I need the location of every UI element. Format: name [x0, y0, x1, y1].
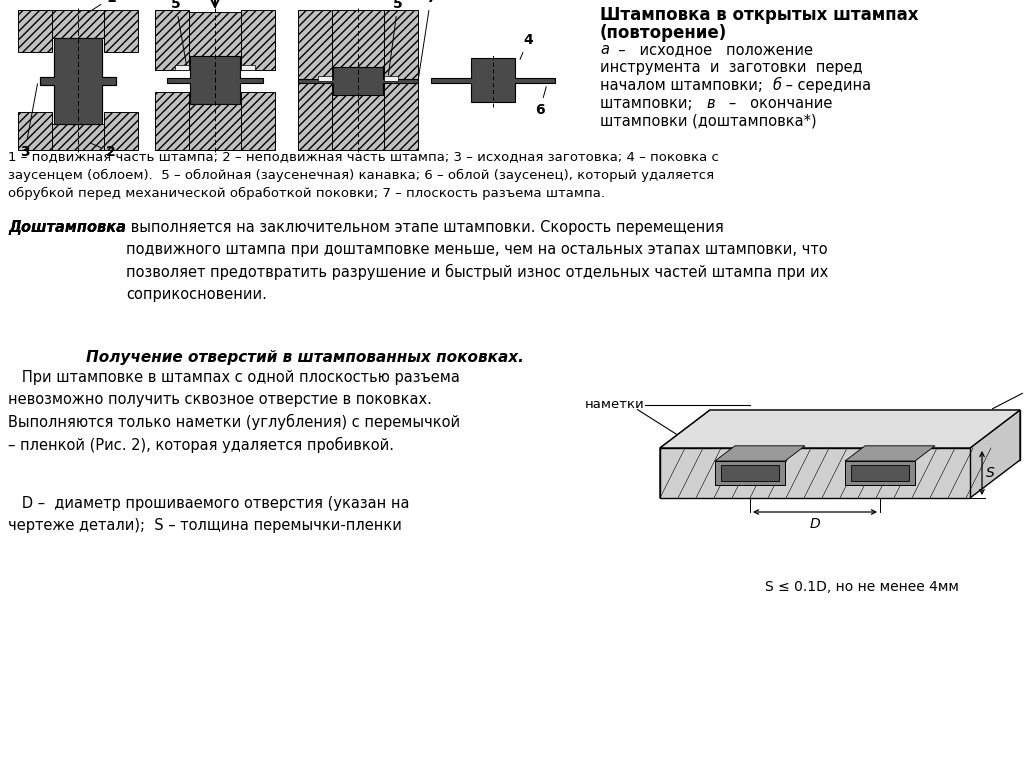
Bar: [18, 112, 52, 150]
Bar: [318, 76, 332, 81]
Polygon shape: [845, 461, 915, 485]
Polygon shape: [715, 461, 785, 485]
Text: –   окончание: – окончание: [715, 96, 833, 111]
Text: началом штамповки;: началом штамповки;: [600, 78, 772, 93]
Text: Доштамповка: Доштамповка: [8, 220, 126, 235]
Text: выполняется на заключительном этапе штамповки. Скорость перемещения
подвижного ш: выполняется на заключительном этапе штам…: [126, 220, 828, 302]
Text: в: в: [707, 96, 715, 111]
Polygon shape: [721, 465, 779, 481]
Bar: [104, 10, 138, 52]
Bar: [384, 83, 418, 150]
Text: штамповки;: штамповки;: [600, 96, 707, 111]
Text: 2: 2: [90, 143, 116, 159]
Polygon shape: [660, 410, 710, 498]
Polygon shape: [40, 38, 116, 124]
Bar: [298, 10, 332, 81]
Polygon shape: [710, 410, 1020, 460]
Bar: [104, 112, 138, 150]
Text: 5: 5: [388, 0, 402, 75]
Bar: [52, 124, 104, 150]
Bar: [298, 83, 332, 150]
Text: а: а: [600, 42, 609, 57]
Polygon shape: [298, 67, 418, 95]
Bar: [241, 65, 255, 70]
Text: 1 – подвижная часть штампа; 2 – неподвижная часть штампа; 3 – исходная заготовка: 1 – подвижная часть штампа; 2 – неподвиж…: [8, 150, 719, 200]
Text: б: б: [772, 78, 781, 93]
Text: штамповки (доштамповка*): штамповки (доштамповка*): [600, 114, 816, 129]
Text: –   исходное   положение: – исходное положение: [609, 42, 813, 57]
Bar: [384, 76, 398, 81]
Bar: [241, 92, 275, 150]
Text: (повторение): (повторение): [600, 24, 727, 42]
Polygon shape: [431, 58, 555, 102]
Text: 7: 7: [419, 0, 435, 78]
Bar: [332, 95, 384, 150]
Text: Получение отверстий в штампованных поковках.: Получение отверстий в штампованных поков…: [86, 350, 524, 365]
Bar: [52, 10, 104, 38]
Bar: [189, 12, 241, 58]
Bar: [18, 10, 52, 52]
Text: S: S: [986, 466, 994, 480]
Text: 1: 1: [88, 0, 116, 12]
Polygon shape: [970, 410, 1020, 498]
Text: – середина: – середина: [781, 78, 871, 93]
Polygon shape: [660, 448, 970, 498]
Text: D –  диаметр прошиваемого отверстия (указан на
чертеже детали);  S – толщина пер: D – диаметр прошиваемого отверстия (указ…: [8, 496, 410, 532]
Bar: [175, 65, 189, 70]
Text: инструмента  и  заготовки  перед: инструмента и заготовки перед: [600, 60, 862, 75]
Polygon shape: [40, 77, 116, 85]
Text: S ≤ 0.1D, но не менее 4мм: S ≤ 0.1D, но не менее 4мм: [765, 580, 958, 594]
Text: 4: 4: [520, 33, 532, 59]
Bar: [54, 38, 102, 124]
Text: Штамповка в открытых штампах: Штамповка в открытых штампах: [600, 6, 919, 24]
Text: 6: 6: [535, 87, 546, 117]
Text: 5: 5: [171, 0, 186, 65]
Text: При штамповке в штампах с одной плоскостью разъема
невозможно получить сквозное : При штамповке в штампах с одной плоскост…: [8, 370, 460, 453]
Bar: [155, 10, 189, 70]
Polygon shape: [851, 465, 909, 481]
Text: 3: 3: [20, 84, 38, 159]
Bar: [241, 10, 275, 70]
Text: Доштамповка: Доштамповка: [8, 220, 126, 235]
Text: D: D: [810, 517, 820, 531]
Bar: [384, 10, 418, 81]
Text: наметки: наметки: [585, 399, 645, 412]
Polygon shape: [845, 445, 935, 461]
Polygon shape: [167, 56, 263, 104]
Polygon shape: [660, 410, 1020, 448]
Polygon shape: [715, 445, 805, 461]
Bar: [189, 104, 241, 150]
Bar: [155, 92, 189, 150]
Bar: [332, 10, 384, 67]
